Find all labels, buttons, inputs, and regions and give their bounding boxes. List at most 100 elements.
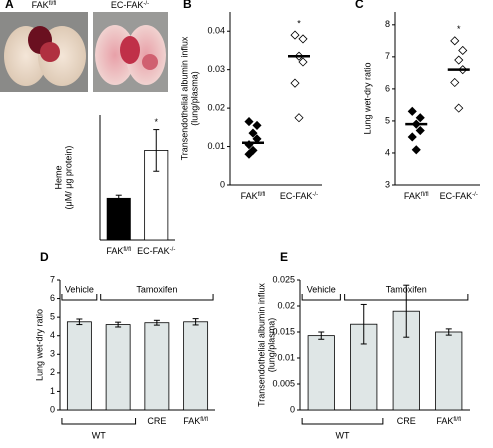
y-tick-label: 7 [385, 51, 390, 61]
x-tick-label-sup: fl/fl [123, 247, 131, 253]
group-bracket [301, 418, 384, 425]
photo-ec-fak [93, 12, 168, 92]
y-axis-label: Lung wet-dry ratio [362, 62, 372, 134]
photo-label: EC-FAK-/- [111, 0, 149, 10]
x-tick-label: EC-FAK-/- [137, 246, 175, 256]
x-tick-label-sup: fl/fl [258, 192, 266, 198]
x-tick-label: FAKfl/fl [404, 191, 429, 201]
treatment-bracket [301, 294, 341, 301]
panel-letter: D [40, 250, 49, 264]
data-point [244, 149, 254, 159]
y-tick-label: 0.04 [207, 26, 225, 36]
y-tick-label: 6 [50, 293, 55, 303]
data-point [411, 145, 421, 155]
x-tick-label: FAKfl/fl [241, 191, 266, 201]
photo-label-sup: fl/fl [49, 1, 57, 7]
y-axis-label: Transendothelial albumin influx [179, 36, 189, 160]
data-point [290, 78, 300, 88]
data-point [450, 36, 460, 46]
y-tick-label: 4 [50, 330, 55, 340]
annotation: * [154, 117, 158, 127]
group-label: WT [336, 430, 350, 440]
error-bar [318, 331, 325, 340]
x-tick-label-text: FAK [436, 416, 453, 426]
data-point [298, 57, 308, 67]
y-tick-label: 7 [50, 274, 55, 284]
y-axis-label: (lung/plasma) [189, 71, 199, 126]
photo-label-text: FAK [32, 0, 49, 10]
data-point [298, 34, 308, 44]
y-tick-label: 5 [50, 312, 55, 322]
annotation: * [457, 24, 461, 34]
error-bar [76, 318, 83, 326]
y-tick-label: 0.02 [207, 102, 225, 112]
data-point [244, 117, 254, 127]
photo-label-text: EC-FAK [111, 0, 144, 10]
bar [106, 197, 131, 241]
data-point [454, 103, 464, 113]
data-point [407, 132, 417, 142]
data-point [290, 30, 300, 40]
panel-letter: A [5, 0, 14, 11]
x-tick-label-text: EC-FAK [440, 191, 473, 201]
x-tick-label-sup: -/- [312, 192, 318, 198]
y-tick-label: 0.03 [207, 64, 225, 74]
bar [144, 322, 170, 411]
x-tick-label: FAKfl/fl [436, 416, 461, 426]
x-tick-label-text: CRE [147, 416, 166, 426]
x-tick-label-sup: -/- [472, 192, 478, 198]
y-tick-label: 0 [220, 179, 225, 189]
data-point [252, 120, 262, 130]
x-tick-label-sup: fl/fl [200, 417, 208, 423]
error-bar [445, 328, 452, 336]
error-bar [192, 318, 199, 326]
bar [392, 310, 420, 411]
bar [307, 335, 335, 411]
x-tick-label-text: CRE [397, 416, 416, 426]
data-point [458, 45, 468, 56]
y-tick-label: 1 [50, 386, 55, 396]
error-bar [115, 194, 122, 202]
y-tick-label: 0.015 [272, 326, 295, 336]
y-tick-label: 0.01 [207, 141, 225, 151]
treatment-bracket [61, 294, 98, 301]
y-axis-label: Heme [53, 165, 63, 189]
bar [105, 324, 131, 411]
error-bar [153, 129, 160, 172]
data-point [294, 113, 304, 123]
y-tick-label: 3 [385, 179, 390, 189]
y-axis-label: Transendothelial albumin influx [256, 283, 266, 407]
y-tick-label: 0.02 [277, 300, 295, 310]
y-tick-label: 8 [385, 19, 390, 29]
y-tick-label: 5 [385, 115, 390, 125]
data-point [450, 77, 460, 88]
y-axis-label: Lung wet-dry ratio [34, 309, 44, 381]
y-tick-label: 0 [50, 404, 55, 414]
x-tick-label-text: EC-FAK [280, 191, 313, 201]
photo-label: FAKfl/fl [32, 0, 57, 10]
y-tick-label: 0.025 [272, 274, 295, 284]
panel-letter: B [183, 0, 192, 11]
treatment-label: Tamoxifen [386, 284, 427, 294]
x-tick-label-text: EC-FAK [137, 246, 170, 256]
x-tick-label: CRE [147, 416, 166, 426]
error-bar [403, 284, 410, 338]
panel-letter: E [280, 250, 288, 264]
data-point [248, 128, 258, 138]
x-tick-label: EC-FAK-/- [440, 191, 478, 201]
x-tick-label-text: FAK [106, 246, 123, 256]
x-tick-label-sup: fl/fl [421, 192, 429, 198]
x-tick-label-sup: fl/fl [453, 417, 461, 423]
treatment-label: Vehicle [65, 284, 94, 294]
x-tick-label: CRE [397, 416, 416, 426]
treatment-label: Tamoxifen [136, 284, 177, 294]
y-axis-label: (μM/ μg protein) [63, 146, 73, 210]
photo-label-sup: -/- [143, 1, 149, 7]
y-tick-label: 4 [385, 147, 390, 157]
treatment-label: Vehicle [307, 284, 336, 294]
data-point [415, 113, 425, 123]
data-point [454, 55, 464, 65]
group-label: WT [92, 430, 106, 440]
x-tick-label-text: FAK [183, 416, 200, 426]
